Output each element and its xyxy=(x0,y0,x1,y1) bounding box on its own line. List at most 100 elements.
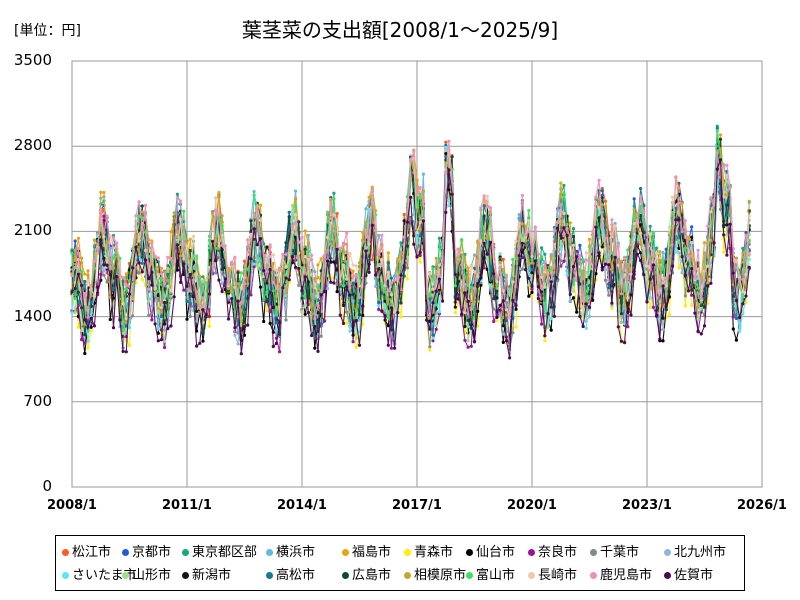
legend-label: 富山市 xyxy=(476,568,516,583)
data-point xyxy=(527,276,531,280)
data-point xyxy=(741,312,745,316)
legend-label: 長崎市 xyxy=(538,568,578,583)
data-point xyxy=(571,227,576,231)
data-point xyxy=(217,278,221,282)
data-point xyxy=(594,195,598,199)
data-point xyxy=(89,329,93,333)
data-point xyxy=(140,210,144,214)
data-point xyxy=(191,254,195,258)
data-point xyxy=(70,290,74,294)
data-point xyxy=(338,279,342,283)
data-point xyxy=(137,271,141,275)
data-point xyxy=(718,191,723,195)
data-point xyxy=(453,305,457,309)
legend-item: 千葉市 xyxy=(590,541,639,560)
data-point xyxy=(217,244,221,248)
data-point xyxy=(316,294,320,298)
data-point xyxy=(252,212,256,216)
data-point xyxy=(706,281,710,285)
data-point xyxy=(274,321,278,325)
data-point xyxy=(399,250,403,254)
data-point xyxy=(294,265,298,269)
data-point xyxy=(351,269,355,273)
data-point xyxy=(715,128,719,133)
data-point xyxy=(281,286,285,290)
data-point xyxy=(709,281,713,285)
data-point xyxy=(201,296,205,300)
data-point xyxy=(274,328,278,333)
data-point xyxy=(159,314,163,319)
data-point xyxy=(402,264,406,268)
data-point xyxy=(492,272,496,276)
data-point xyxy=(425,318,429,322)
data-point xyxy=(456,279,461,283)
data-point xyxy=(581,324,585,329)
data-point xyxy=(310,312,314,316)
data-point xyxy=(290,204,294,208)
data-point xyxy=(405,255,409,259)
data-point xyxy=(393,310,397,314)
legend-item: 長崎市 xyxy=(528,564,577,583)
data-point xyxy=(715,126,719,130)
legend-item: 鹿児島市 xyxy=(590,564,652,583)
data-point xyxy=(456,247,461,251)
data-point xyxy=(127,326,132,330)
data-point xyxy=(587,314,592,319)
data-point xyxy=(89,283,93,287)
data-point xyxy=(651,305,656,309)
data-point xyxy=(680,271,684,275)
data-point xyxy=(131,266,135,270)
data-point xyxy=(520,222,525,226)
data-point xyxy=(584,278,588,282)
data-point xyxy=(434,289,438,293)
data-point xyxy=(303,229,307,233)
data-point xyxy=(683,264,687,268)
data-point xyxy=(498,313,502,317)
data-point xyxy=(434,327,438,331)
data-point xyxy=(581,313,585,317)
data-point xyxy=(166,313,170,317)
data-point xyxy=(172,262,176,266)
data-point xyxy=(639,187,643,191)
data-point xyxy=(437,243,441,247)
data-point xyxy=(185,284,189,288)
data-point xyxy=(479,281,483,285)
data-point xyxy=(629,313,633,317)
data-point xyxy=(683,273,687,277)
data-point xyxy=(86,346,90,350)
legend-item: さいたま市 xyxy=(62,564,137,583)
legend-marker xyxy=(122,572,129,579)
data-point xyxy=(271,280,275,285)
data-point xyxy=(578,253,582,257)
data-point xyxy=(421,172,425,176)
data-point xyxy=(508,316,512,320)
data-point xyxy=(83,341,87,345)
data-point xyxy=(380,257,384,262)
data-point xyxy=(399,273,403,277)
data-point xyxy=(294,213,298,217)
unit-label: [単位：円] xyxy=(14,23,81,39)
data-point xyxy=(469,323,473,327)
data-point xyxy=(610,267,614,271)
data-point xyxy=(246,282,250,286)
data-point xyxy=(488,206,493,210)
data-point xyxy=(482,266,486,270)
data-point xyxy=(619,259,624,263)
data-point xyxy=(137,200,141,204)
legend-item: 広島市 xyxy=(342,564,391,583)
data-point xyxy=(722,164,726,168)
data-point xyxy=(86,269,90,273)
data-point xyxy=(495,276,499,281)
data-point xyxy=(249,232,253,236)
data-point xyxy=(147,287,151,291)
data-point xyxy=(258,285,263,289)
data-point xyxy=(332,281,336,285)
data-point xyxy=(664,305,668,309)
data-point xyxy=(364,207,368,211)
data-point xyxy=(383,305,387,310)
data-point xyxy=(607,293,611,297)
data-point xyxy=(658,285,662,289)
data-point xyxy=(562,259,566,263)
data-point xyxy=(428,348,432,352)
